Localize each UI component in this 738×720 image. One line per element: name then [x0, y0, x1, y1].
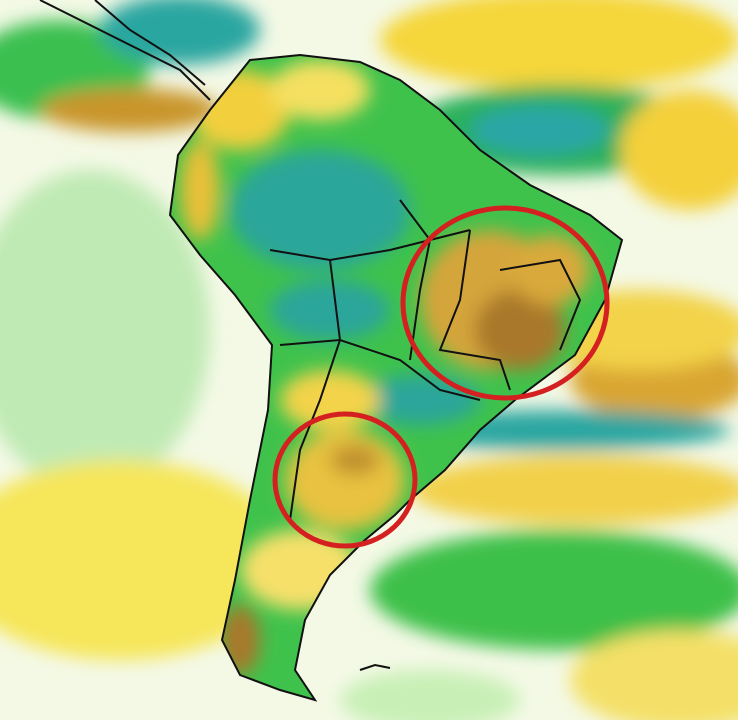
highlight-circle: [272, 411, 418, 549]
coastline: [39, 0, 624, 702]
highlight-circle: [400, 205, 610, 401]
highlight-circles: [272, 205, 610, 549]
